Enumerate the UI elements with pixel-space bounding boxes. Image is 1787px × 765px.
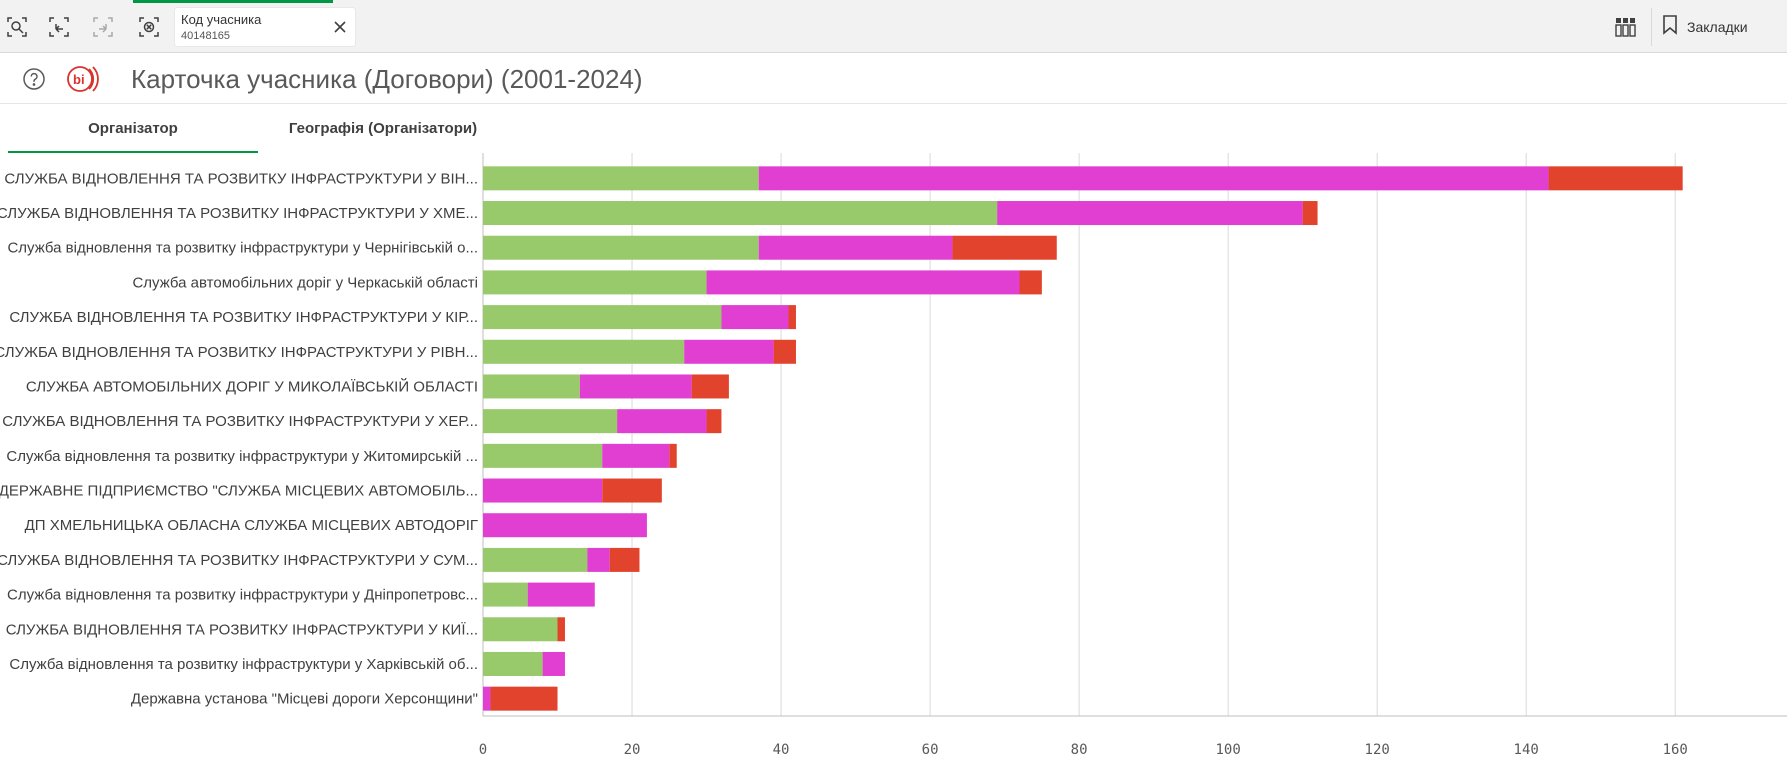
bar-segment[interactable] <box>758 166 1549 191</box>
category-label: СЛУЖБА ВІДНОВЛЕННЯ ТА РОЗВИТКУ ІНФРАСТРУ… <box>4 170 478 187</box>
x-tick-label: 20 <box>624 742 641 758</box>
tab-organizer-label: Організатор <box>88 119 178 137</box>
bookmark-icon <box>1663 14 1677 40</box>
category-label: Служба відновлення та розвитку інфрастру… <box>7 587 478 604</box>
bar-segment[interactable] <box>557 617 565 642</box>
tab-geography-label: Географія (Організатори) <box>288 119 478 137</box>
bar-segment[interactable] <box>483 686 491 711</box>
toolbar: Код учасника 40148165 Закладки <box>0 0 1787 53</box>
close-icon[interactable] <box>331 18 349 36</box>
bar-segment[interactable] <box>483 201 998 226</box>
bar-segment[interactable] <box>669 443 677 468</box>
x-tick-label: 40 <box>773 742 790 758</box>
category-label: СЛУЖБА ВІДНОВЛЕННЯ ТА РОЗВИТКУ ІНФРАСТРУ… <box>0 552 478 569</box>
bar-segment[interactable] <box>483 305 722 330</box>
toolbar-accent-line <box>133 0 333 3</box>
bar-segment[interactable] <box>483 409 618 434</box>
bar-segment[interactable] <box>587 547 610 572</box>
bar-segment[interactable] <box>483 478 603 503</box>
bookmarks-button[interactable]: Закладки <box>1651 8 1787 46</box>
bar-segment[interactable] <box>602 478 662 503</box>
bar-chart: 0 20 40 60 80 100 120 140 160 СЛУЖБА ВІДНОВЛЕННЯ … <box>0 153 1787 765</box>
page-title: Карточка учасника (Договори) (2001-2024) <box>131 64 643 94</box>
bar-segment[interactable] <box>617 409 707 434</box>
category-label: СЛУЖБА ВІДНОВЛЕННЯ ТА РОЗВИТКУ ІНФРАСТРУ… <box>0 344 478 361</box>
category-label: СЛУЖБА ВІДНОВЛЕННЯ ТА РОЗВИТКУ ІНФРАСТРУ… <box>9 309 478 326</box>
bar-segment[interactable] <box>773 339 796 364</box>
bar-segment[interactable] <box>483 374 580 399</box>
x-tick-label: 0 <box>479 742 487 758</box>
bar-segment[interactable] <box>684 339 774 364</box>
category-label: ДП ХМЕЛЬНИЦЬКА ОБЛАСНА СЛУЖБА МІСЦЕВИХ А… <box>25 517 478 534</box>
category-label: Служба відновлення та розвитку інфрастру… <box>6 448 478 465</box>
bar-segment[interactable] <box>758 235 953 260</box>
bar-segment[interactable] <box>490 686 558 711</box>
bar-segment[interactable] <box>952 235 1057 260</box>
bar-segment[interactable] <box>706 270 1020 295</box>
svg-text:bi: bi <box>73 72 85 87</box>
bar-segment[interactable] <box>1019 270 1042 295</box>
category-label: Служба відновлення та розвитку інфрастру… <box>9 656 478 673</box>
x-tick-label: 120 <box>1365 742 1390 758</box>
category-label: СЛУЖБА ВІДНОВЛЕННЯ ТА РОЗВИТКУ ІНФРАСТРУ… <box>2 413 478 430</box>
category-label: Служба автомобільних доріг у Черкаській … <box>132 274 478 291</box>
bar-segment[interactable] <box>483 617 558 642</box>
x-tick-label: 60 <box>922 742 939 758</box>
bar-segment[interactable] <box>483 166 759 191</box>
x-tick-label: 160 <box>1663 742 1688 758</box>
bar-segment[interactable] <box>483 582 528 607</box>
help-icon[interactable] <box>22 67 46 91</box>
tab-geography[interactable]: Географія (Організатори) <box>258 105 508 151</box>
category-label: Служба відновлення та розвитку інфрастру… <box>7 240 478 257</box>
category-label: СЛУЖБА ВІДНОВЛЕННЯ ТА РОЗВИТКУ ІНФРАСТРУ… <box>6 621 478 638</box>
step-back-icon[interactable] <box>44 12 74 42</box>
tab-organizer[interactable]: Організатор <box>8 105 258 153</box>
bar-segment[interactable] <box>602 443 670 468</box>
tab-bar: Організатор Географія (Організатори) <box>0 105 1787 153</box>
x-tick-label: 140 <box>1514 742 1539 758</box>
bookmarks-label: Закладки <box>1687 19 1748 35</box>
selection-field-label: Код учасника <box>181 12 262 27</box>
bar-segment[interactable] <box>706 409 722 434</box>
x-tick-label: 80 <box>1071 742 1088 758</box>
bar-segment[interactable] <box>721 305 789 330</box>
bar-segment[interactable] <box>483 547 588 572</box>
sheet-header: bi Карточка учасника (Договори) (2001-20… <box>0 54 1787 104</box>
bar-segment[interactable] <box>579 374 692 399</box>
bar-segment[interactable] <box>691 374 729 399</box>
selection-chip[interactable]: Код учасника 40148165 <box>175 8 355 46</box>
bar-segment[interactable] <box>527 582 595 607</box>
sheets-icon[interactable] <box>1611 12 1641 42</box>
bar-segment[interactable] <box>483 339 685 364</box>
category-label: Державна установа "Місцеві дороги Херсон… <box>131 691 478 708</box>
x-tick-label: 100 <box>1215 742 1240 758</box>
bar-segment[interactable] <box>483 651 543 676</box>
toolbar-divider <box>1651 8 1652 46</box>
bar-segment[interactable] <box>483 270 707 295</box>
bar-segment[interactable] <box>483 513 647 538</box>
bar-segment[interactable] <box>483 235 759 260</box>
bar-segment[interactable] <box>609 547 640 572</box>
clear-selections-icon[interactable] <box>134 12 164 42</box>
category-label: СЛУЖБА ВІДНОВЛЕННЯ ТА РОЗВИТКУ ІНФРАСТРУ… <box>0 205 478 222</box>
step-forward-icon[interactable] <box>88 12 118 42</box>
bar-segment[interactable] <box>997 201 1303 226</box>
bar-segment[interactable] <box>788 305 796 330</box>
category-label: ДЕРЖАВНЕ ПІДПРИЄМСТВО "СЛУЖБА МІСЦЕВИХ А… <box>0 483 478 500</box>
chart-canvas: 0 20 40 60 80 100 120 140 160 СЛУЖБА ВІДНОВЛЕННЯ … <box>0 153 1787 758</box>
smart-search-icon[interactable] <box>2 12 32 42</box>
bar-segment[interactable] <box>542 651 565 676</box>
bar-segment[interactable] <box>1548 166 1683 191</box>
bar-segment[interactable] <box>483 443 603 468</box>
logo: bi <box>64 63 100 95</box>
bar-segment[interactable] <box>1302 201 1318 226</box>
selection-field-value: 40148165 <box>181 30 230 42</box>
category-label: СЛУЖБА АВТОМОБІЛЬНИХ ДОРІГ У МИКОЛАЇВСЬК… <box>26 377 478 395</box>
